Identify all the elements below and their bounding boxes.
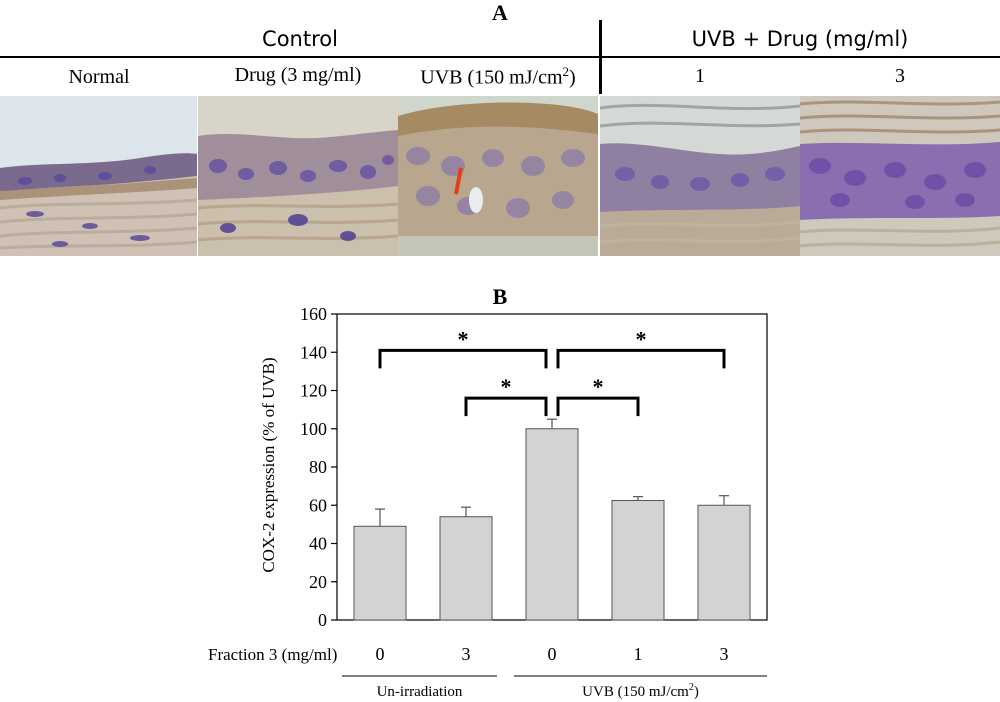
bar: [525, 428, 579, 621]
header-divider: [599, 20, 602, 94]
y-axis-title: COX-2 expression (% of UVB): [259, 357, 278, 572]
micrograph-drug: [198, 96, 398, 256]
group-label: Un-irradiation: [377, 684, 463, 700]
bar: [697, 504, 751, 621]
significance-star: *: [593, 374, 604, 399]
micrograph-uvb-drug-3: [800, 96, 1000, 256]
significance-bracket: [556, 348, 726, 369]
cox2-bar-chart: COX-2 expression (% of UVB) 020406080100…: [208, 304, 768, 700]
condition-label-normal: Normal: [68, 66, 130, 88]
y-tick-label: 80: [309, 457, 327, 477]
significance-bracket: [464, 396, 548, 417]
x-category-label: 1: [634, 644, 643, 664]
significance-bracket: [556, 396, 640, 417]
header-rule: [0, 56, 1000, 58]
significance-star: *: [636, 326, 647, 351]
condition-label-drug: Drug (3 mg/ml): [234, 64, 362, 86]
group-label-uvb-drug: UVB + Drug (mg/ml): [691, 27, 909, 51]
bar: [611, 499, 665, 621]
x-category-label: 0: [376, 644, 385, 664]
micrograph-uvb-drug-1: [600, 96, 800, 256]
bar: [439, 516, 493, 621]
y-tick-label: 40: [309, 534, 327, 554]
panel-b-label: B: [492, 284, 508, 309]
fraction-row-label: Fraction 3 (mg/ml): [208, 645, 337, 664]
condition-label-uvb: UVB (150 mJ/cm2): [420, 64, 576, 89]
micrograph-uvb: [398, 96, 598, 256]
y-tick-label: 20: [309, 572, 327, 592]
y-tick-label: 140: [300, 342, 327, 362]
condition-label-uvb-drug-1: 1: [695, 65, 705, 87]
condition-label-uvb-drug-3: 3: [895, 65, 905, 87]
significance-star: *: [458, 326, 469, 351]
micrograph-normal: [0, 96, 197, 256]
x-category-label: 3: [720, 644, 729, 664]
significance-star: *: [501, 374, 512, 399]
group-label: UVB (150 mJ/cm2): [582, 682, 699, 700]
panel-a-label: A: [492, 0, 508, 25]
y-tick-label: 160: [300, 304, 327, 324]
y-tick-label: 0: [318, 610, 327, 630]
y-tick-label: 60: [309, 495, 327, 515]
bar: [353, 525, 407, 621]
y-tick-label: 100: [300, 419, 327, 439]
significance-bracket: [378, 348, 548, 369]
x-category-label: 3: [462, 644, 471, 664]
group-label-control: Control: [262, 27, 338, 51]
x-category-label: 0: [548, 644, 557, 664]
y-tick-label: 120: [300, 381, 327, 401]
